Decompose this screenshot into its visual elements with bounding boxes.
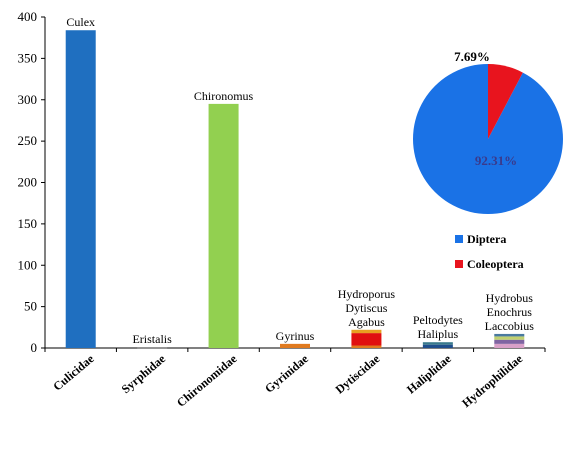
bar-annotation: Enochrus [487,305,533,319]
legend-label: Diptera [467,232,506,246]
bar-chironomidae [208,103,239,348]
axes: 0 50 100 150 200 250 300 350 400 [18,9,546,355]
bar-hydrophilidae [494,333,525,337]
bar-annotation: Dytiscus [345,301,387,315]
y-tick-label: 250 [18,133,38,148]
y-tick-label: 300 [18,92,38,107]
y-tick-label: 50 [24,299,37,314]
pie-slice-label: 92.31% [475,153,517,168]
bar-hydrophilidae [494,343,525,348]
bar-annotation: Eristalis [132,332,172,346]
x-tick-label: Gyrinidae [262,351,311,396]
pie-chart: 92.31% 7.69% [413,49,563,214]
bars [65,30,525,349]
bar-annotation: Haliplus [418,327,459,341]
bar-haliplidae [422,344,453,348]
bar-syrphidae [137,347,168,349]
category-labels: Culicidae Syrphidae Chironomidae Gyrinidae D… [50,351,525,410]
x-tick-label: Culicidae [50,351,97,393]
bar-culicidae [65,30,96,349]
bar-annotation: Gyrinus [276,329,315,343]
bar-dytiscidae [351,329,382,334]
bar-dytiscidae [351,333,382,346]
pie-slice-coleoptera [488,64,523,139]
x-tick-label: Syrphidae [119,351,169,396]
bar-gyrinidae [280,343,310,348]
bar-hydrophilidae [494,336,525,340]
bar-annotation: Laccobius [485,319,535,333]
x-tick-label: Chironomidae [174,351,240,410]
x-tick-label: Haliplidae [404,351,454,396]
bar-annotation: Agabus [348,315,385,329]
y-tick-label: 150 [18,216,38,231]
bar-annotation: Culex [66,15,95,29]
y-tick-label: 100 [18,257,38,272]
legend-swatch [455,235,463,243]
bar-dytiscidae [351,345,382,348]
bar-annotations: Culex Eristalis Chironomus Gyrinus Hydroporu… [66,15,534,346]
legend-label: Coleoptera [467,257,524,271]
bar-annotation: Hydrobus [486,291,534,305]
x-tick-label: Dytiscidae [333,351,383,396]
y-tick-label: 350 [18,50,38,65]
pie-slice-label: 7.69% [454,49,490,64]
y-tick-label: 200 [18,175,38,190]
bar-haliplidae [422,342,453,345]
bar-hydrophilidae [494,339,525,344]
bar-annotation: Peltodytes [413,313,463,327]
y-tick-label: 0 [31,340,38,355]
y-tick-label: 400 [18,9,38,24]
bar-annotation: Hydroporus [338,287,396,301]
bar-annotation: Chironomus [194,89,254,103]
x-tick-label: Hydrophilidae [459,351,526,410]
pie-legend: Diptera Coleoptera [455,232,524,271]
legend-swatch [455,260,463,268]
